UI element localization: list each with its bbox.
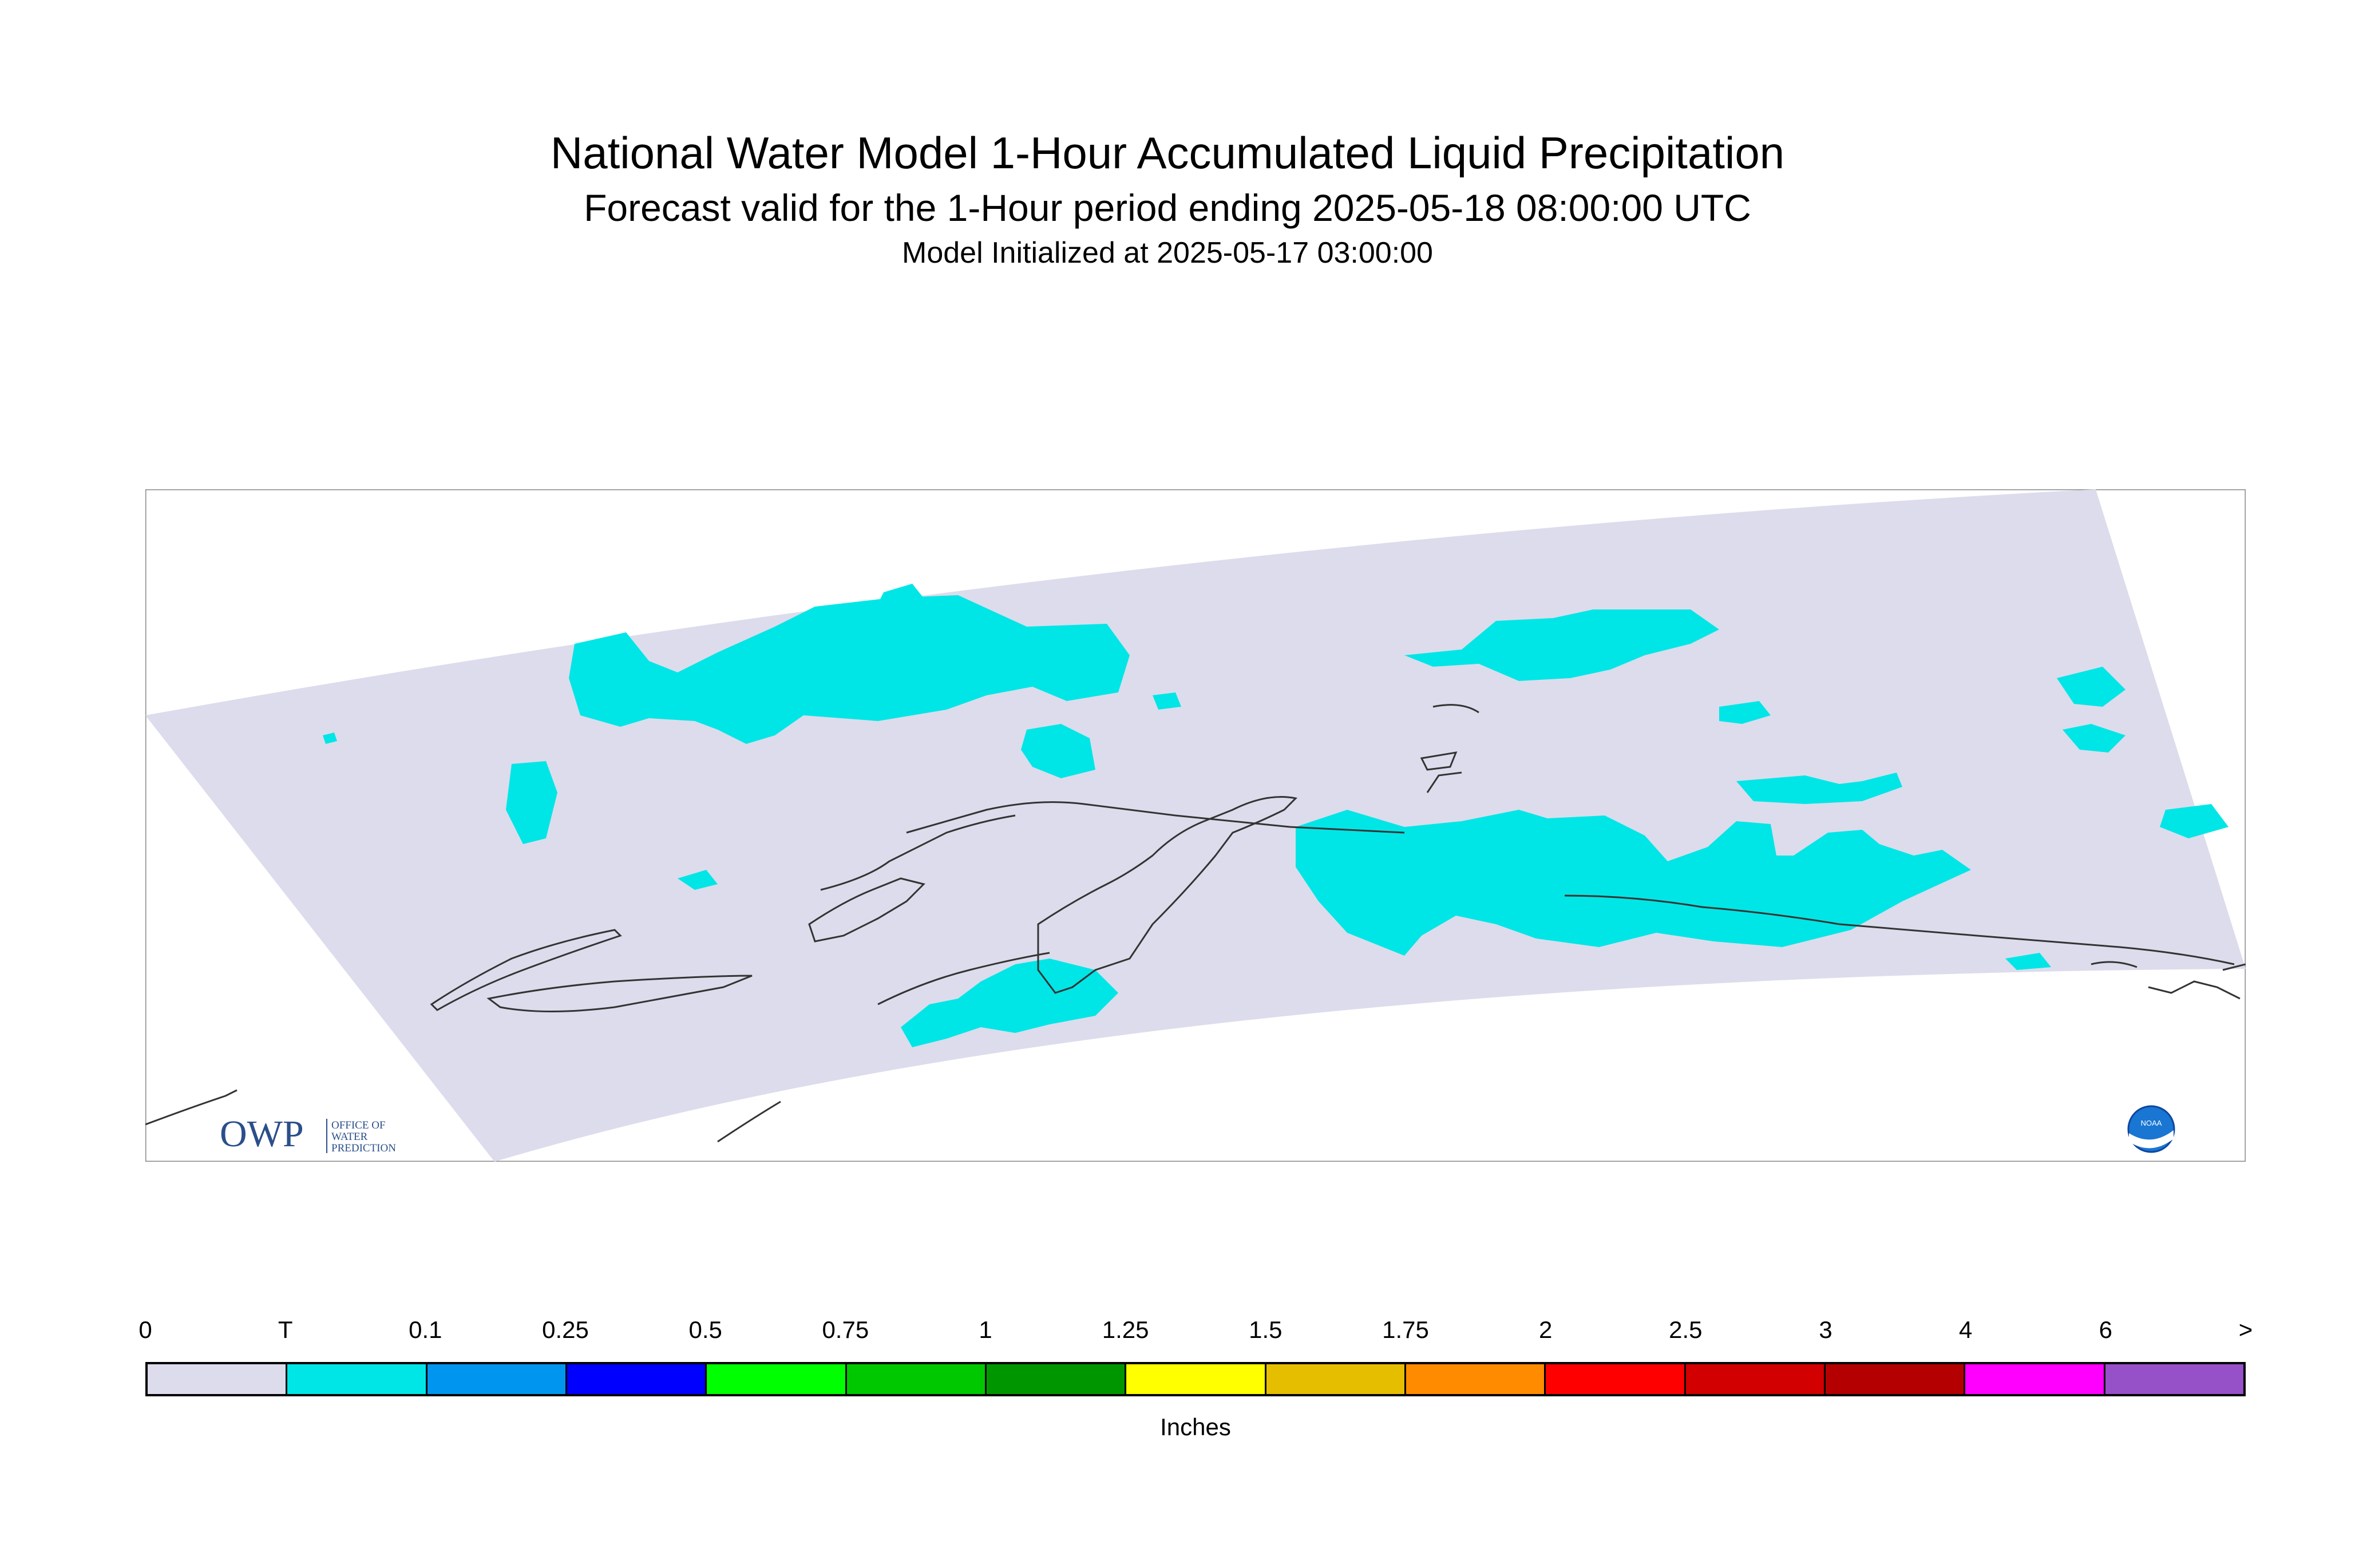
legend-tick-label: 3: [1819, 1316, 1832, 1343]
legend-swatch: [1126, 1364, 1266, 1394]
legend-swatch: [1965, 1364, 2105, 1394]
init-time: Model Initialized at 2025-05-17 03:00:00: [902, 236, 1433, 270]
legend-swatch: [427, 1364, 567, 1394]
legend-colorbar: [145, 1362, 2246, 1396]
legend-tick-label: 0.25: [542, 1316, 589, 1343]
legend-tick-label: 0: [138, 1316, 152, 1343]
legend-swatch: [986, 1364, 1127, 1394]
legend-tick-label: 2.5: [1669, 1316, 1703, 1343]
legend-swatch: [1685, 1364, 1826, 1394]
legend-swatch: [1825, 1364, 1966, 1394]
noaa-logo: NOAA: [2127, 1105, 2175, 1153]
legend-swatch: [287, 1364, 428, 1394]
legend-tick-label: 0.1: [409, 1316, 442, 1343]
legend-swatch: [846, 1364, 987, 1394]
precipitation-map: OWP OFFICE OF WATER PREDICTION NOAA: [145, 489, 2246, 1162]
owp-logo-line2: WATER: [331, 1131, 368, 1143]
legend-tick-label: 2: [1538, 1316, 1553, 1343]
map-subtitle: Forecast valid for the 1-Hour period end…: [584, 187, 1751, 229]
legend-swatch: [1406, 1364, 1546, 1394]
legend-tick-label: 1.25: [1102, 1316, 1149, 1343]
owp-logo: OWP OFFICE OF WATER PREDICTION: [220, 1113, 396, 1155]
owp-logo-letters: OWP: [220, 1113, 304, 1155]
legend-swatch: [567, 1364, 707, 1394]
owp-logo-line3: PREDICTION: [331, 1142, 396, 1154]
legend-tick-label: 6: [2099, 1316, 2113, 1343]
legend-swatch: [1546, 1364, 1686, 1394]
legend-tick-label: 1: [979, 1316, 992, 1343]
legend-swatch: [2105, 1364, 2243, 1394]
legend-swatch: [707, 1364, 847, 1394]
legend-labels: 0 T 0.1 0.25 0.5 0.75 1 1.25 1.5 1.75 2 2.5 3 4 6 >: [138, 1316, 2253, 1351]
legend-swatch: [148, 1364, 288, 1394]
legend-tick-label: 0.75: [822, 1316, 869, 1343]
legend-tick-label: 1.5: [1249, 1316, 1282, 1343]
legend-swatch: [1266, 1364, 1406, 1394]
map-title: National Water Model 1-Hour Accumulated …: [550, 128, 1785, 178]
noaa-logo-text: NOAA: [2141, 1119, 2162, 1127]
legend-tick-label: T: [278, 1316, 293, 1343]
owp-logo-line1: OFFICE OF: [331, 1119, 386, 1131]
legend-tick-label: >: [2238, 1316, 2253, 1343]
legend-tick-label: 1.75: [1382, 1316, 1429, 1343]
legend-tick-label: 0.5: [688, 1316, 722, 1343]
legend-units: Inches: [1160, 1413, 1231, 1440]
coastlines: [145, 704, 2246, 1143]
legend-tick-label: 4: [1958, 1316, 1973, 1343]
